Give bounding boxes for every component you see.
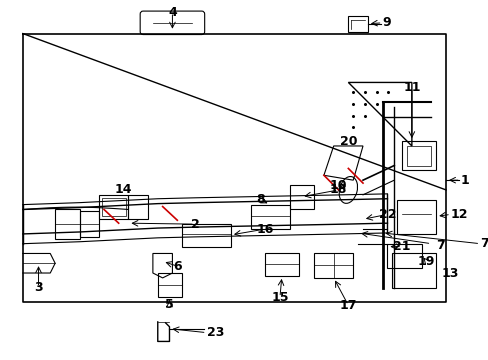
Text: 9: 9 <box>382 16 390 29</box>
Text: 11: 11 <box>402 81 420 94</box>
Text: 16: 16 <box>256 222 273 235</box>
Text: 20: 20 <box>339 135 356 148</box>
Text: 12: 12 <box>450 208 468 221</box>
Text: 5: 5 <box>165 298 174 311</box>
Text: 4: 4 <box>168 5 177 19</box>
Text: 10: 10 <box>329 179 346 192</box>
Text: 23: 23 <box>206 326 224 339</box>
Text: 17: 17 <box>339 299 356 312</box>
Text: 7: 7 <box>435 239 444 252</box>
Text: 7: 7 <box>479 237 488 250</box>
Text: 18: 18 <box>329 184 346 197</box>
Text: 3: 3 <box>34 281 43 294</box>
Text: 13: 13 <box>440 266 458 279</box>
Text: 19: 19 <box>417 255 434 268</box>
Text: 2: 2 <box>190 218 199 231</box>
Text: 15: 15 <box>271 291 288 304</box>
Text: 1: 1 <box>460 174 468 187</box>
Text: 8: 8 <box>256 193 264 206</box>
Text: 14: 14 <box>115 184 132 197</box>
Text: 21: 21 <box>392 240 410 253</box>
Text: 22: 22 <box>378 208 395 221</box>
Text: 6: 6 <box>173 260 181 273</box>
